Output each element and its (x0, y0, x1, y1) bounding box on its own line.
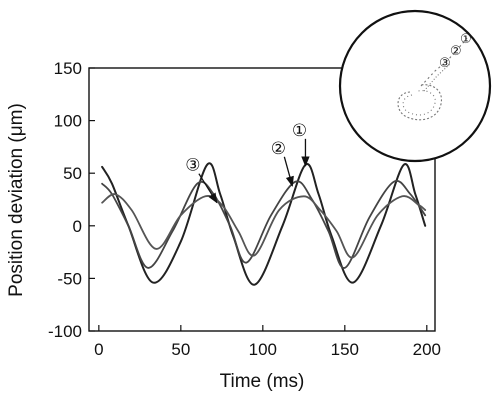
annotation-arrow-2 (283, 156, 294, 187)
annotation-label-3: ③ (185, 156, 200, 176)
y-tick-label: 50 (63, 164, 82, 183)
y-tick-label: -50 (57, 269, 82, 288)
inset-circle (338, 9, 492, 163)
annotation-label-1: ① (292, 121, 307, 141)
series-layer (101, 162, 427, 286)
y-axis-title: Position deviation (μm) (6, 103, 27, 297)
annotation-label-2: ② (271, 139, 286, 159)
inset: ① ② ③ (338, 9, 492, 163)
y-tick-label: -100 (48, 322, 82, 341)
x-tick-label: 100 (249, 340, 277, 359)
x-tick-label: 0 (94, 340, 103, 359)
x-axis-ticks: 0 50 100 150 200 (94, 325, 441, 359)
y-tick-label: 0 (73, 217, 82, 236)
inset-label-1: ① (460, 32, 472, 47)
x-axis-title: Time (ms) (220, 371, 305, 392)
y-tick-label: 100 (54, 112, 82, 131)
plot-frame (88, 67, 436, 332)
inset-label-2: ② (450, 44, 462, 59)
series-line-1 (101, 162, 427, 286)
series-line-2 (101, 179, 427, 269)
inset-scatter (397, 37, 468, 121)
inset-label-3: ③ (439, 56, 451, 71)
x-tick-label: 150 (331, 340, 359, 359)
series-line-3 (101, 193, 427, 259)
annotation-layer: ①② ③ (185, 121, 310, 204)
y-tick-label: 150 (54, 59, 82, 78)
annotation-arrow-3 (198, 173, 218, 204)
x-tick-label: 200 (413, 340, 441, 359)
y-axis-ticks: -100 -50 0 50 100 150 (48, 59, 95, 341)
x-tick-label: 50 (171, 340, 190, 359)
